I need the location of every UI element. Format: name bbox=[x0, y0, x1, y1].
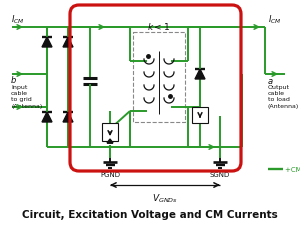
Polygon shape bbox=[63, 112, 73, 122]
Text: $V_{GNDs}$: $V_{GNDs}$ bbox=[152, 192, 178, 205]
Text: $I_{CM}$: $I_{CM}$ bbox=[268, 13, 281, 26]
Bar bbox=[102, 123, 118, 141]
Text: SGND: SGND bbox=[210, 171, 230, 177]
Text: Circuit, Excitation Voltage and CM Currents: Circuit, Excitation Voltage and CM Curre… bbox=[22, 209, 278, 219]
Text: PGND: PGND bbox=[100, 171, 120, 177]
Text: b: b bbox=[11, 76, 16, 85]
Text: $k < 1$: $k < 1$ bbox=[147, 20, 171, 31]
Bar bbox=[133, 33, 185, 122]
Polygon shape bbox=[107, 139, 113, 143]
Text: Output
cable
to load
(Antenna): Output cable to load (Antenna) bbox=[268, 85, 299, 108]
Polygon shape bbox=[63, 38, 73, 48]
Text: a: a bbox=[268, 77, 273, 86]
Polygon shape bbox=[42, 112, 52, 122]
Text: $I_{CM}$: $I_{CM}$ bbox=[11, 13, 25, 26]
Bar bbox=[192, 108, 208, 123]
Text: +CM path: +CM path bbox=[285, 166, 300, 172]
Polygon shape bbox=[195, 70, 205, 80]
Text: Input
cable
to grid
(Antenna): Input cable to grid (Antenna) bbox=[11, 85, 42, 108]
Polygon shape bbox=[42, 38, 52, 48]
